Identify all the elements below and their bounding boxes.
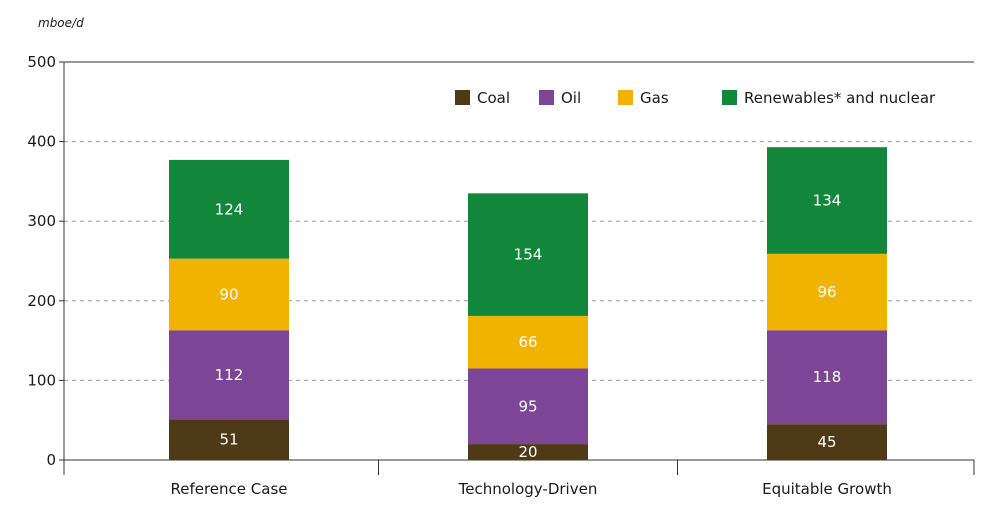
legend: Coal Oil Gas Renewables* and nuclear [455,89,936,107]
bar-segment-coal [169,419,289,460]
bar-value-label: 134 [813,192,842,210]
bar-value-label: 95 [518,397,537,415]
legend-swatch [722,90,737,105]
x-category-label: Equitable Growth [762,480,892,498]
bar-value-label: 51 [219,431,238,449]
y-unit-label: mboe/d [38,16,84,30]
bar-segment-coal [767,424,887,460]
y-tick-label: 100 [27,371,56,389]
bar-segment-renewables-and-nuclear [767,147,887,254]
bar-segment-oil [169,330,289,420]
bar-segment-renewables-and-nuclear [468,193,588,316]
bar-value-label: 20 [518,443,537,461]
bars [169,147,887,460]
bar-value-label: 118 [813,368,842,386]
bar-value-label: 96 [817,283,836,301]
bar-value-label: 45 [817,433,836,451]
bar-segment-gas [767,253,887,331]
bar-value-label: 112 [215,366,244,384]
legend-label: Coal [477,89,510,107]
legend-swatch [539,90,554,105]
bar-value-label: 154 [514,246,543,264]
y-tick-label: 300 [27,212,56,230]
legend-label: Renewables* and nuclear [744,89,936,107]
data-labels: 51 112 90 124 20 95 66 154 45 118 96 134 [215,192,842,462]
x-category-label: Technology-Driven [458,480,598,498]
bar-value-label: 90 [219,285,238,303]
bar-segment-gas [169,258,289,331]
y-tick-label: 200 [27,292,56,310]
legend-label: Oil [561,89,581,107]
y-tick-label: 0 [46,451,56,469]
y-tick-label: 500 [27,53,56,71]
bar-segment-coal [468,444,588,460]
bar-segment-gas [468,315,588,369]
bar-segment-oil [767,330,887,425]
bar-value-label: 124 [215,200,244,218]
legend-swatch [618,90,633,105]
y-tick-label: 400 [27,133,56,151]
gridlines [64,61,974,381]
x-category-label: Reference Case [170,480,287,498]
legend-swatch [455,90,470,105]
bar-segment-oil [468,368,588,445]
bar-segment-renewables-and-nuclear [169,159,289,259]
bar-value-label: 66 [518,333,537,351]
legend-label: Gas [640,89,669,107]
